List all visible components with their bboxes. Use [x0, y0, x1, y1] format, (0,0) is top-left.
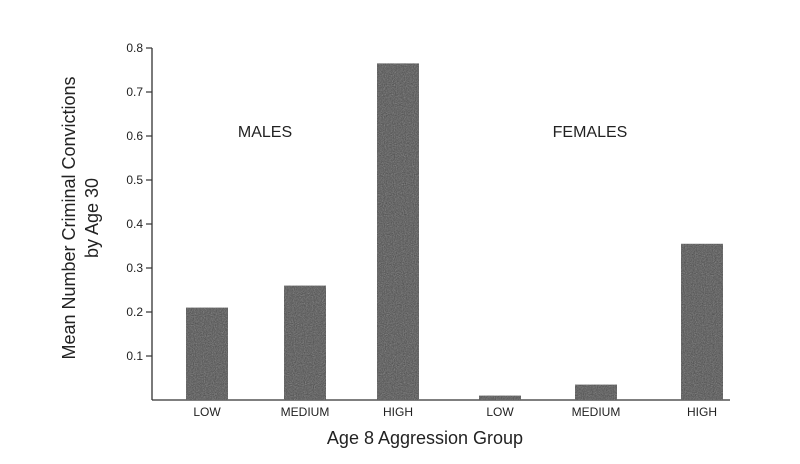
y-tick-label: 0.1 — [126, 349, 143, 363]
x-tick-label: LOW — [486, 405, 514, 419]
y-tick-label: 0.5 — [126, 173, 143, 187]
x-tick-label: MEDIUM — [281, 405, 330, 419]
x-tick-label: MEDIUM — [572, 405, 621, 419]
y-axis-title-line-1: Mean Number Criminal Convictions — [59, 76, 79, 359]
bar-females-medium — [575, 384, 617, 400]
group-label-females: FEMALES — [553, 124, 628, 141]
bar-males-high — [377, 63, 419, 401]
bar-males-medium — [284, 285, 326, 400]
y-tick-label: 0.6 — [126, 129, 143, 143]
x-tick-label: HIGH — [383, 405, 413, 419]
y-tick-label: 0.2 — [126, 305, 143, 319]
y-axis-title: Mean Number Criminal Convictions by Age … — [59, 76, 102, 359]
group-labels: MALES FEMALES — [238, 124, 627, 141]
y-tick-label: 0.4 — [126, 217, 143, 231]
x-tick-label: HIGH — [687, 405, 717, 419]
x-axis-title: Age 8 Aggression Group — [327, 428, 523, 448]
bar-females-low — [479, 395, 521, 400]
x-tick-label: LOW — [193, 405, 221, 419]
bars — [186, 63, 723, 401]
y-tick-label: 0.3 — [126, 261, 143, 275]
bar-males-low — [186, 307, 228, 400]
group-label-males: MALES — [238, 124, 292, 141]
y-tick-label: 0.7 — [126, 85, 143, 99]
y-axis: 0.1 0.2 0.3 0.4 0.5 0.6 0.7 0.8 — [126, 41, 153, 400]
y-axis-title-line-2: by Age 30 — [82, 178, 102, 258]
bar-females-high — [681, 243, 723, 400]
category-labels: LOW MEDIUM HIGH LOW MEDIUM HIGH — [193, 405, 717, 419]
y-tick-label: 0.8 — [126, 41, 143, 55]
